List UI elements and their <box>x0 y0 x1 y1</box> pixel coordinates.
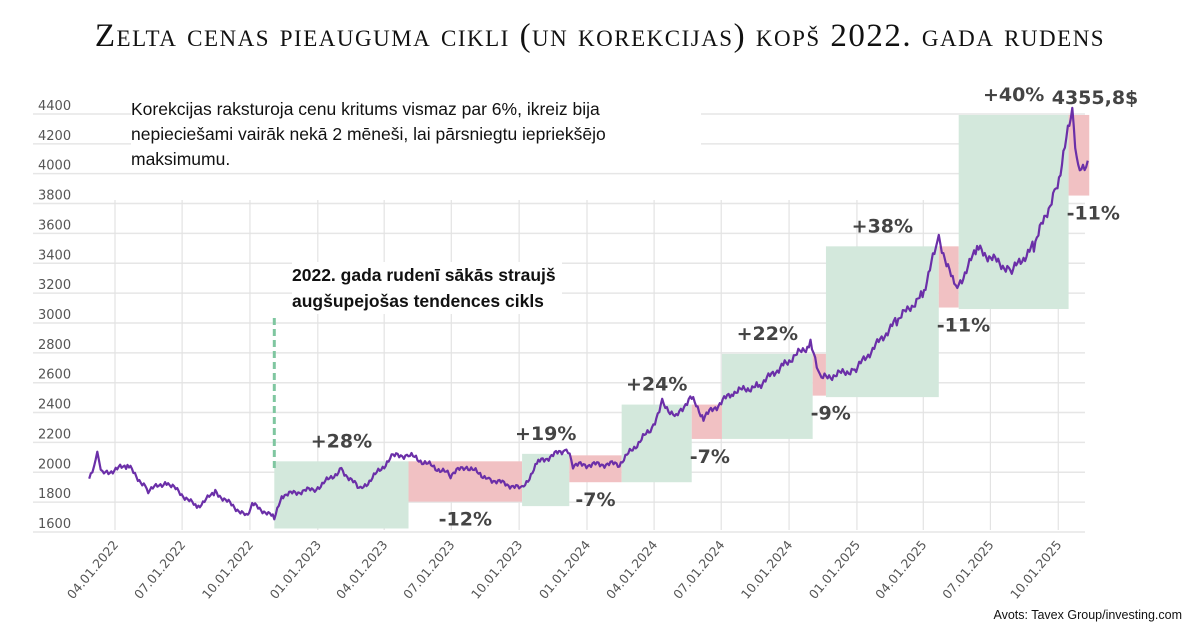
correction-percent-label: -7% <box>690 446 730 468</box>
rise-percent-label: +40% <box>983 84 1044 106</box>
corrections-annotation: Korekcijas raksturoja cenu kritums visma… <box>131 97 701 172</box>
x-tick-label: 04.01.2024 <box>603 537 661 602</box>
correction-box <box>569 455 622 483</box>
y-tick-label: 2400 <box>38 398 71 413</box>
rise-percent-label: +28% <box>311 430 372 452</box>
y-tick-label: 2600 <box>38 368 71 383</box>
rise-cycle-box <box>825 246 939 398</box>
x-tick-label: 07.01.2024 <box>670 537 728 602</box>
y-tick-label: 3600 <box>38 218 71 233</box>
x-tick-label: 04.01.2022 <box>64 537 122 601</box>
correction-percent-label: -11% <box>937 315 990 337</box>
source-credit: Avots: Tavex Group/investing.com <box>993 608 1182 622</box>
correction-percent-label: -12% <box>439 509 492 531</box>
y-tick-label: 4400 <box>38 99 71 114</box>
correction-percent-label: -9% <box>811 403 851 425</box>
y-tick-label: 2200 <box>38 427 71 442</box>
y-tick-label: 4000 <box>38 159 71 174</box>
y-tick-label: 4200 <box>38 129 71 144</box>
x-tick-label: 01.01.2024 <box>536 537 594 602</box>
y-tick-label: 1800 <box>38 487 71 502</box>
rise-percent-label: +19% <box>515 423 576 445</box>
chart-title: Zelta cenas pieauguma cikli (un korekcij… <box>94 18 1106 54</box>
x-tick-label: 01.01.2025 <box>806 537 864 601</box>
y-tick-label: 2800 <box>38 338 71 353</box>
y-tick-label: 2000 <box>38 457 71 472</box>
x-tick-label: 04.01.2023 <box>333 537 391 601</box>
rise-percent-label: +24% <box>626 374 687 396</box>
x-tick-label: 01.01.2023 <box>267 537 325 601</box>
x-tick-label: 10.01.2024 <box>738 537 796 602</box>
y-tick-label: 3000 <box>38 308 71 323</box>
y-tick-label: 3800 <box>38 189 71 204</box>
correction-percent-label: -7% <box>575 489 615 511</box>
correction-box <box>938 246 959 308</box>
rise-cycle-box <box>958 114 1069 310</box>
rise-percent-label: +22% <box>737 323 798 345</box>
rise-cycle-box <box>274 461 409 529</box>
y-tick-label: 3400 <box>38 248 71 263</box>
x-tick-label: 10.01.2022 <box>199 537 257 601</box>
correction-percent-label: -11% <box>1067 203 1120 225</box>
x-tick-label: 07.01.2025 <box>939 537 997 601</box>
x-tick-label: 10.01.2025 <box>1007 537 1065 601</box>
y-tick-label: 1600 <box>38 517 71 532</box>
x-tick-label: 07.01.2022 <box>131 537 189 601</box>
cycle-start-annotation: 2022. gada rudenī sākās straujš augšupej… <box>292 262 562 314</box>
correction-box <box>1068 114 1090 196</box>
x-tick-label: 07.01.2023 <box>400 537 458 601</box>
rise-percent-label: +38% <box>852 215 913 237</box>
rise-cycle-box <box>721 353 813 439</box>
peak-price-label: 4355,8$ <box>1052 87 1139 109</box>
gold-price-line <box>88 106 1089 521</box>
x-tick-label: 04.01.2025 <box>872 537 930 601</box>
y-tick-label: 3200 <box>38 278 71 293</box>
x-tick-label: 10.01.2023 <box>468 537 526 601</box>
